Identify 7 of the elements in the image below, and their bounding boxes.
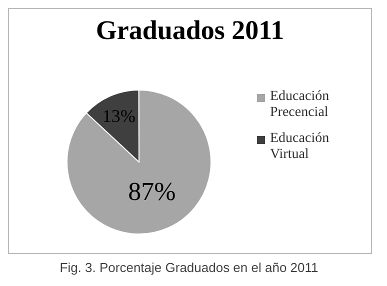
chart-title: Graduados 2011 [94,15,286,46]
data-label: 13% [102,106,136,126]
caption: Fig. 3. Porcentaje Graduados en el año 2011 [58,260,320,275]
legend-label: Educación Precencial [270,89,330,121]
pie-slice [66,90,212,234]
legend-label: Educación Virtual [270,131,330,163]
data-label: 87% [128,177,176,206]
